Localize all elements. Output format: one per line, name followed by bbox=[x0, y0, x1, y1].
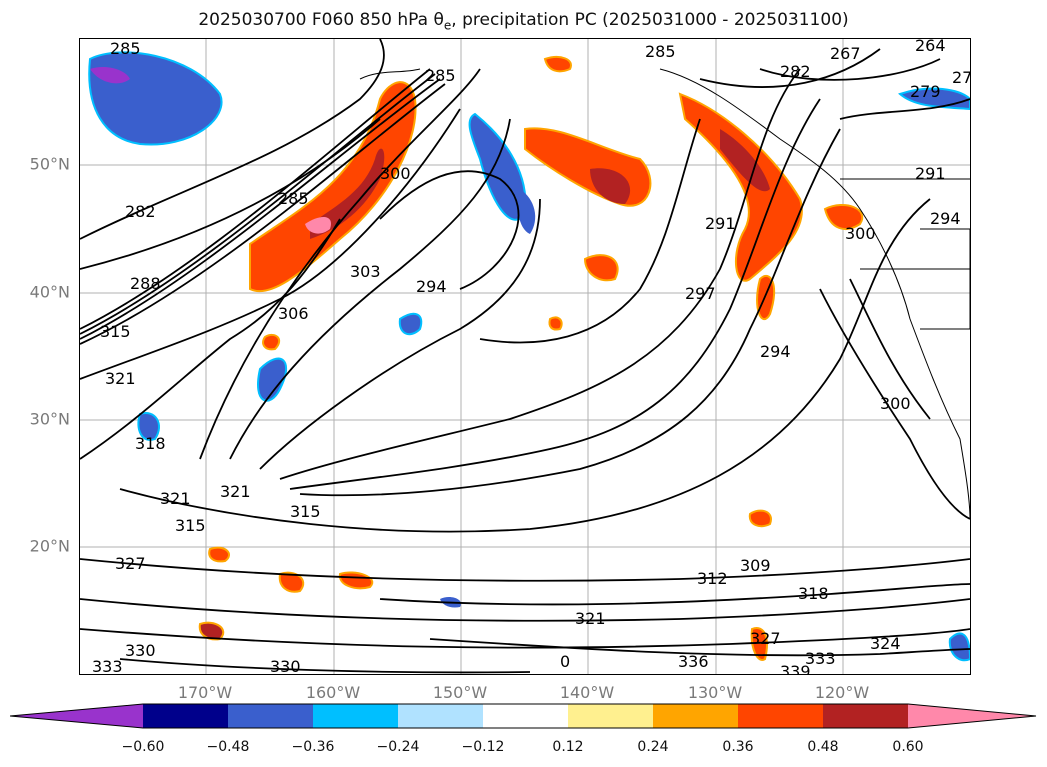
lat-label-50n: 50°N bbox=[29, 154, 70, 174]
colorbar-tick: 0.36 bbox=[722, 739, 754, 755]
contour-label: 324 bbox=[870, 634, 901, 653]
contour-label: 294 bbox=[416, 277, 447, 296]
colorbar-swatch bbox=[823, 704, 908, 728]
precip-negative-shading bbox=[88, 51, 970, 662]
colorbar-extend-low bbox=[10, 704, 143, 728]
title-suffix: , precipitation PC (2025031000 - 2025031… bbox=[451, 10, 849, 30]
contour-label: 330 bbox=[125, 641, 156, 660]
contour-label: 306 bbox=[278, 304, 309, 323]
contour-label: 327 bbox=[750, 629, 781, 648]
colorbar-swatch bbox=[228, 704, 313, 728]
contour-label: 321 bbox=[575, 609, 606, 628]
lon-label-120w: 120°W bbox=[814, 683, 870, 702]
contour-label: 315 bbox=[290, 502, 321, 521]
contour-label: 291 bbox=[705, 214, 736, 233]
colorbar-swatch bbox=[568, 704, 653, 728]
contour-label: 297 bbox=[685, 284, 716, 303]
contour-label: 327 bbox=[115, 554, 146, 573]
colorbar bbox=[10, 703, 1037, 729]
map-panel[interactable]: 285 285 285 267 264 27 282 279 282 285 2… bbox=[79, 38, 971, 675]
colorbar-tick: −0.60 bbox=[121, 739, 165, 755]
title-theta: θ bbox=[433, 10, 444, 30]
lon-label-160w: 160°W bbox=[305, 683, 361, 702]
lat-label-20n: 20°N bbox=[29, 536, 70, 556]
contour-label: 318 bbox=[135, 434, 166, 453]
colorbar-swatch bbox=[143, 704, 228, 728]
contour-label: 339 bbox=[780, 662, 811, 674]
map-canvas: 285 285 285 267 264 27 282 279 282 285 2… bbox=[80, 39, 970, 674]
contour-label: 285 bbox=[645, 42, 676, 61]
colorbar-outline bbox=[10, 703, 1037, 729]
contour-label: 267 bbox=[830, 44, 861, 63]
contour-label: 285 bbox=[110, 39, 141, 58]
contour-label: 291 bbox=[915, 164, 946, 183]
contour-label: 333 bbox=[805, 649, 836, 668]
lon-label-130w: 130°W bbox=[687, 683, 743, 702]
contour-label: 315 bbox=[100, 322, 131, 341]
contour-label: 279 bbox=[910, 82, 941, 101]
colorbar-extend-high bbox=[908, 704, 1036, 728]
colorbar-tick: 0.48 bbox=[807, 739, 839, 755]
colorbar-swatch bbox=[653, 704, 738, 728]
contour-label: 321 bbox=[160, 489, 191, 508]
contour-label: 294 bbox=[760, 342, 791, 361]
contour-label: 336 bbox=[678, 652, 709, 671]
contour-label: 300 bbox=[380, 164, 411, 183]
colorbar-tick: 0.24 bbox=[637, 739, 669, 755]
lon-label-150w: 150°W bbox=[432, 683, 488, 702]
theta-e-contours bbox=[80, 39, 970, 674]
contour-label: 312 bbox=[697, 569, 728, 588]
contour-label: 282 bbox=[780, 62, 811, 81]
colorbar-tick: −0.24 bbox=[376, 739, 420, 755]
contour-label: 285 bbox=[425, 66, 456, 85]
lon-label-140w: 140°W bbox=[559, 683, 615, 702]
contour-label: 300 bbox=[845, 224, 876, 243]
colorbar-swatch bbox=[738, 704, 823, 728]
contour-label: 333 bbox=[92, 657, 123, 674]
colorbar-tick: −0.12 bbox=[461, 739, 505, 755]
contour-label: 315 bbox=[175, 516, 206, 535]
colorbar-swatch bbox=[483, 704, 568, 728]
colorbar-swatch bbox=[313, 704, 398, 728]
figure-title: 2025030700 F060 850 hPa θe, precipitatio… bbox=[0, 10, 1047, 32]
contour-label: 27 bbox=[952, 68, 970, 87]
contour-label: 321 bbox=[105, 369, 136, 388]
contour-label: 288 bbox=[130, 274, 161, 293]
contour-label: 294 bbox=[930, 209, 961, 228]
contour-label: 330 bbox=[270, 657, 301, 674]
contour-label: 285 bbox=[278, 189, 309, 208]
lon-label-170w: 170°W bbox=[177, 683, 233, 702]
colorbar-tick: 0.60 bbox=[892, 739, 924, 755]
lat-label-30n: 30°N bbox=[29, 409, 70, 429]
lat-label-40n: 40°N bbox=[29, 282, 70, 302]
colorbar-tick: −0.36 bbox=[291, 739, 335, 755]
contour-label: 282 bbox=[125, 202, 156, 221]
title-theta-subscript: e bbox=[443, 18, 452, 33]
contour-label: 318 bbox=[798, 584, 829, 603]
contour-label: 0 bbox=[560, 652, 570, 671]
colorbar-tick: 0.12 bbox=[552, 739, 584, 755]
colorbar-swatch bbox=[398, 704, 483, 728]
contour-label: 321 bbox=[220, 482, 251, 501]
coastline bbox=[359, 68, 970, 520]
contour-label-group: 285 285 285 267 264 27 282 279 282 285 2… bbox=[92, 39, 970, 674]
contour-label: 264 bbox=[915, 39, 946, 55]
contour-label: 309 bbox=[740, 556, 771, 575]
title-prefix: 2025030700 F060 850 hPa bbox=[198, 10, 434, 30]
contour-label: 303 bbox=[350, 262, 381, 281]
contour-label: 300 bbox=[880, 394, 911, 413]
colorbar-tick: −0.48 bbox=[206, 739, 250, 755]
